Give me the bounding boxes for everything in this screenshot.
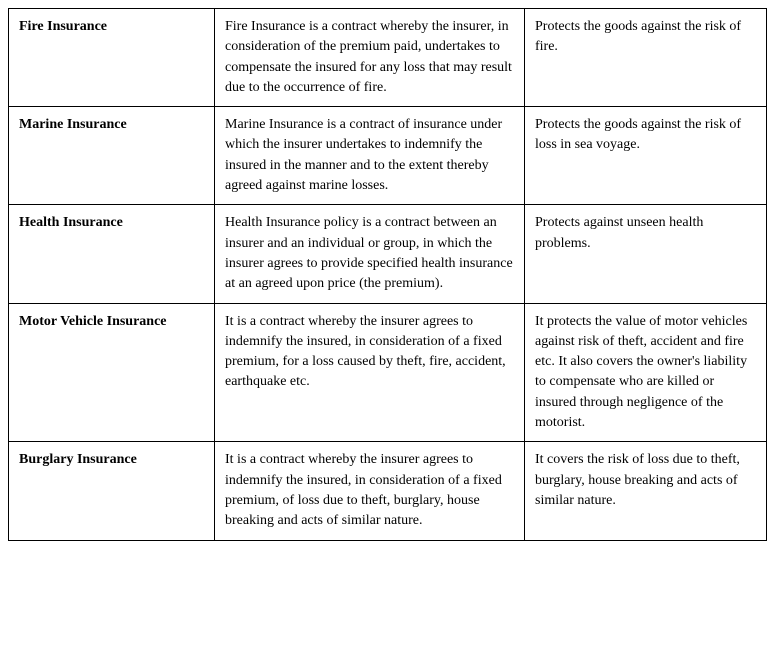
insurance-type-cell: Health Insurance bbox=[9, 205, 215, 303]
table-row: Marine Insurance Marine Insurance is a c… bbox=[9, 107, 767, 205]
insurance-types-table: Fire Insurance Fire Insurance is a contr… bbox=[8, 8, 767, 541]
insurance-definition-cell: Marine Insurance is a contract of insura… bbox=[215, 107, 525, 205]
insurance-protection-cell: Protects the goods against the risk of l… bbox=[525, 107, 767, 205]
table-row: Fire Insurance Fire Insurance is a contr… bbox=[9, 9, 767, 107]
insurance-protection-cell: It covers the risk of loss due to theft,… bbox=[525, 442, 767, 540]
insurance-protection-cell: Protects against unseen health problems. bbox=[525, 205, 767, 303]
insurance-type-cell: Burglary Insurance bbox=[9, 442, 215, 540]
table-row: Burglary Insurance It is a contract wher… bbox=[9, 442, 767, 540]
insurance-definition-cell: Fire Insurance is a contract whereby the… bbox=[215, 9, 525, 107]
insurance-type-cell: Fire Insurance bbox=[9, 9, 215, 107]
table-row: Motor Vehicle Insurance It is a contract… bbox=[9, 303, 767, 442]
insurance-definition-cell: Health Insurance policy is a contract be… bbox=[215, 205, 525, 303]
insurance-protection-cell: It protects the value of motor vehicles … bbox=[525, 303, 767, 442]
insurance-definition-cell: It is a contract whereby the insurer agr… bbox=[215, 303, 525, 442]
insurance-type-cell: Motor Vehicle Insurance bbox=[9, 303, 215, 442]
insurance-definition-cell: It is a contract whereby the insurer agr… bbox=[215, 442, 525, 540]
insurance-type-cell: Marine Insurance bbox=[9, 107, 215, 205]
insurance-protection-cell: Protects the goods against the risk of f… bbox=[525, 9, 767, 107]
table-row: Health Insurance Health Insurance policy… bbox=[9, 205, 767, 303]
